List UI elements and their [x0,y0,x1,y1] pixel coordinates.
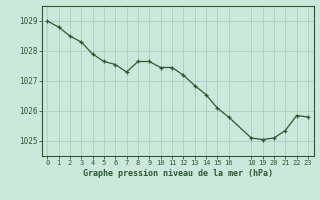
X-axis label: Graphe pression niveau de la mer (hPa): Graphe pression niveau de la mer (hPa) [83,169,273,178]
